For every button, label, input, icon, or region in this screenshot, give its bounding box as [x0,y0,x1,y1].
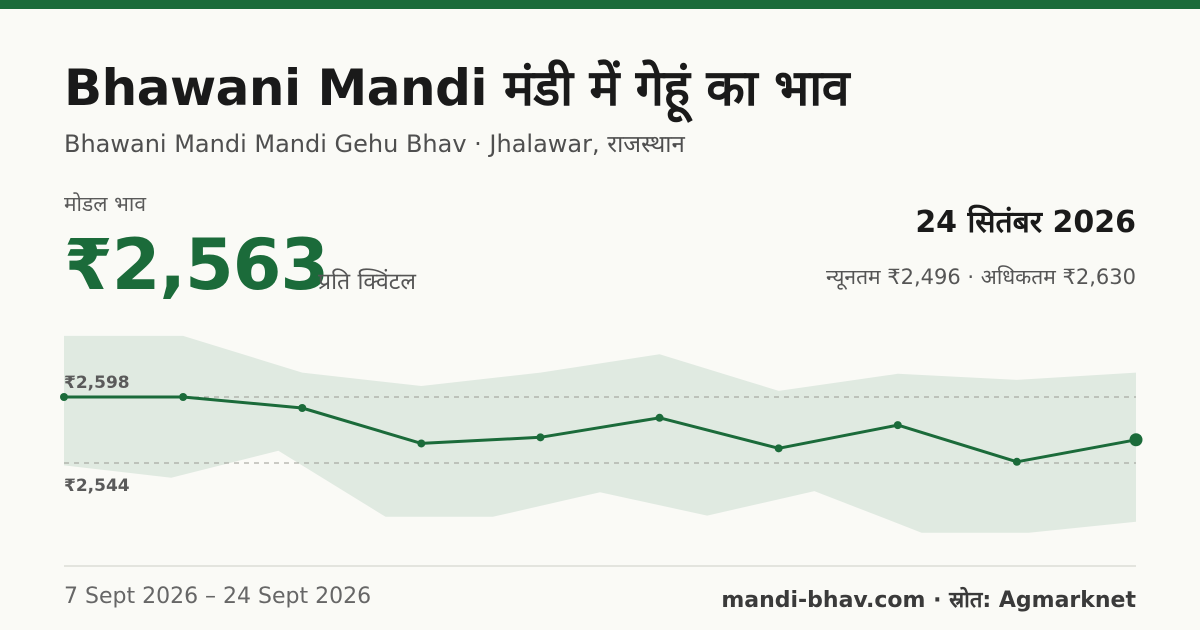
footer-divider [64,565,1136,567]
price-date: 24 सितंबर 2026 [915,205,1136,240]
price-trend-chart: ₹2,598 ₹2,544 [60,335,1143,533]
min-max-price: न्यूनतम ₹2,496 · अधिकतम ₹2,630 [826,265,1136,289]
price-point [536,433,545,442]
price-point [60,393,68,401]
modal-price-value: ₹2,563 [64,224,329,306]
price-point [655,413,664,422]
date-range: 7 Sept 2026 – 24 Sept 2026 [64,584,372,609]
latest-price-point [1129,433,1143,447]
price-line [64,395,1137,464]
page-title: Bhawani Mandi मंडी में गेहूं का भाव [64,59,850,117]
price-unit: प्रति क्विंटल [318,269,416,295]
reference-label: ₹2,598 [64,373,130,393]
modal-price-label: मोडल भाव [64,192,147,216]
price-point [893,421,902,430]
price-point [179,393,188,401]
price-point [1012,457,1021,466]
price-point [774,444,783,453]
price-point [298,404,307,412]
price-range-band [64,335,1136,533]
price-point [417,439,426,448]
reference-label: ₹2,544 [64,476,130,496]
page-subtitle: Bhawani Mandi Mandi Gehu Bhav · Jhalawar… [64,130,685,158]
top-accent-bar [0,0,1200,9]
source-credit: mandi-bhav.com · स्रोत: Agmarknet [721,588,1136,613]
